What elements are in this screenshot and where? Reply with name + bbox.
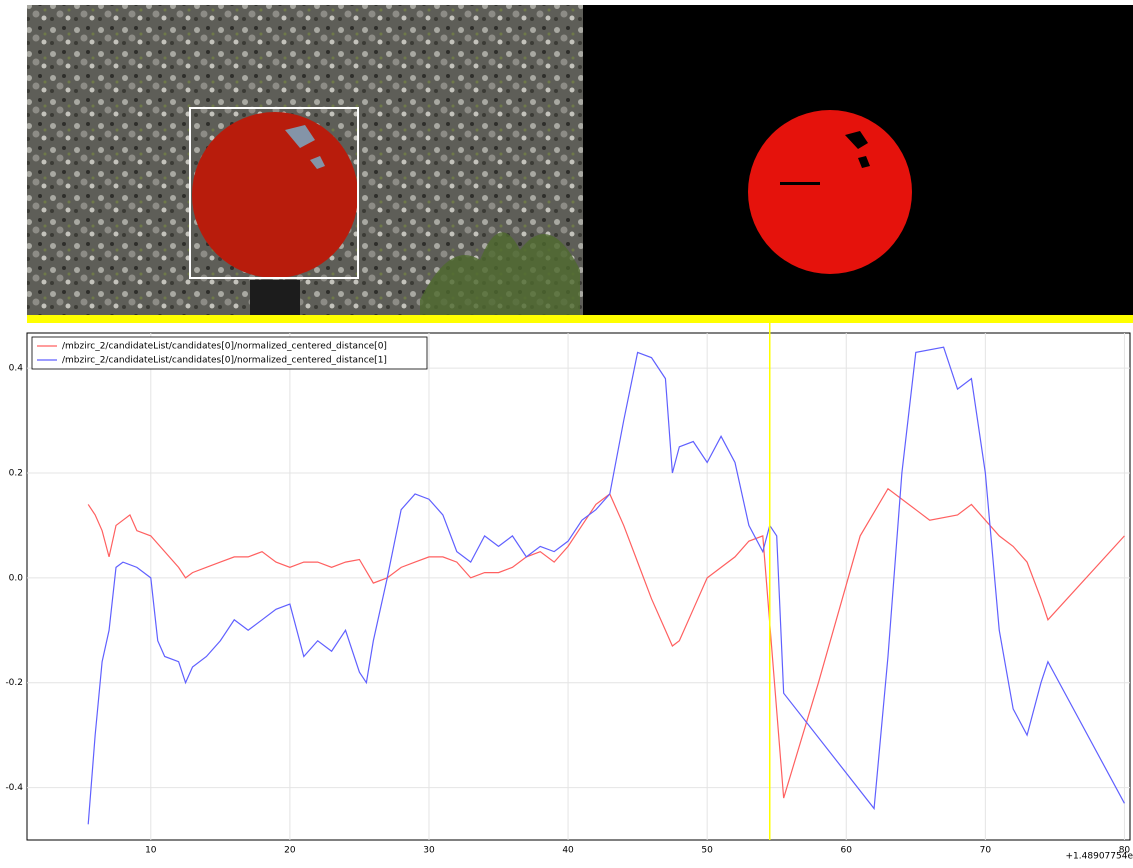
y-tick-label: -0.4 [5,783,23,793]
mask-image [583,5,1133,315]
x-tick-label: 20 [284,846,296,856]
x-tick-label: 40 [562,846,574,856]
x-tick-label: 80 [1119,846,1131,856]
y-tick-label: -0.2 [5,678,23,688]
legend-label: /mbzirc_2/candidateList/candidates[0]/no… [62,356,387,366]
rqt-window: +1.48907754e 1020304050607080-0.4-0.20.0… [0,0,1133,864]
plot-area [27,333,1130,840]
x-tick-label: 30 [423,846,435,856]
legend-label: /mbzirc_2/candidateList/candidates[0]/no… [62,342,387,352]
timeline-bar [27,315,1133,323]
y-tick-label: 0.4 [9,364,24,374]
x-tick-label: 10 [145,846,157,856]
camera-image [27,5,583,315]
y-tick-label: 0.2 [9,468,23,478]
y-tick-label: 0.0 [9,573,24,583]
x-tick-label: 70 [980,846,992,856]
x-tick-label: 60 [841,846,853,856]
x-tick-label: 50 [701,846,713,856]
